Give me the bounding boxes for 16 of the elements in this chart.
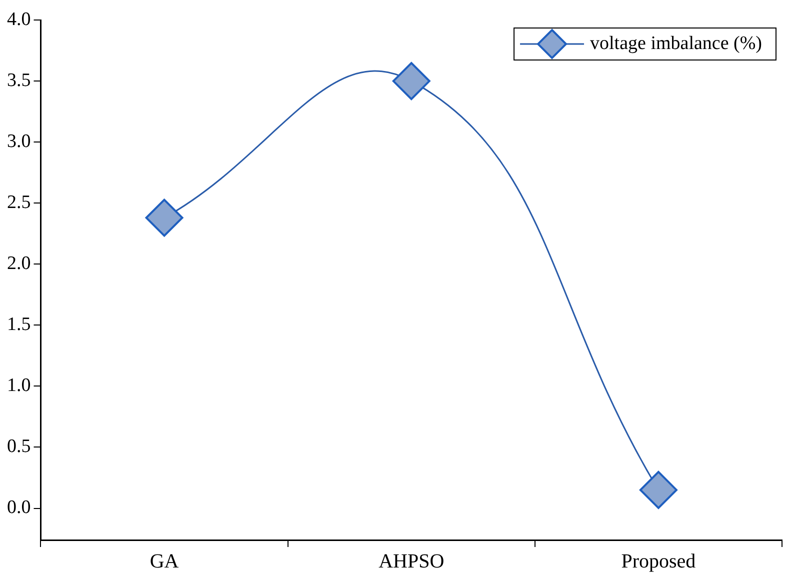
y-tick-label: 1.5 bbox=[7, 314, 31, 336]
y-tick-label: 2.0 bbox=[7, 253, 31, 274]
y-tick-label: 3.5 bbox=[7, 70, 31, 92]
point bbox=[392, 62, 430, 100]
x-tick-label: Proposed bbox=[621, 550, 696, 572]
x-tick-label: AHPSO bbox=[378, 550, 444, 572]
legend-label: voltage imbalance (%) bbox=[590, 32, 762, 54]
y-tick-label: 4.0 bbox=[7, 8, 31, 30]
y-tick-label: 2.5 bbox=[7, 192, 31, 214]
y-tick-label: 0.5 bbox=[7, 436, 31, 458]
y-tick-label: 1.0 bbox=[7, 375, 31, 396]
x-tick-label: GA bbox=[150, 550, 180, 572]
y-tick-label: 3.0 bbox=[7, 131, 31, 152]
point bbox=[145, 198, 184, 237]
y-tick-label: 0.0 bbox=[7, 497, 31, 518]
point bbox=[639, 470, 678, 509]
